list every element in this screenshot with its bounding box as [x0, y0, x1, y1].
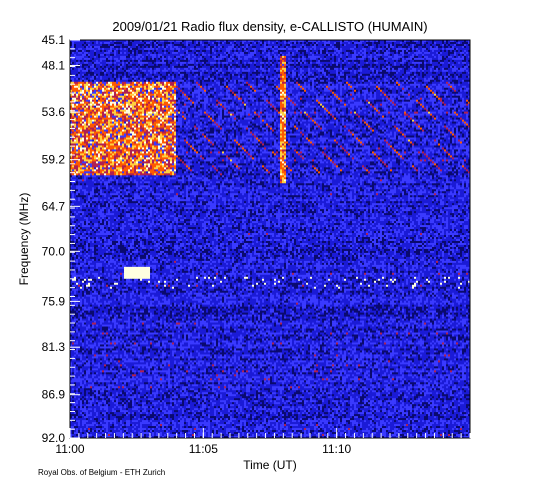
- y-tick-label: 86.9: [42, 388, 66, 402]
- y-axis-label: Frequency (MHz): [17, 193, 31, 286]
- y-tick-label: 81.3: [42, 340, 66, 354]
- spectrogram-heatmap: [70, 40, 470, 438]
- chart-title: 2009/01/21 Radio flux density, e-CALLIST…: [112, 19, 427, 34]
- x-tick-label: 11:10: [322, 442, 351, 456]
- x-tick-label: 11:00: [55, 442, 84, 456]
- y-tick-label: 75.9: [42, 294, 66, 308]
- y-tick-label: 53.6: [42, 105, 66, 119]
- y-tick-label: 48.1: [42, 58, 66, 72]
- y-tick-label: 70.0: [42, 244, 66, 258]
- x-axis-label: Time (UT): [243, 458, 297, 472]
- y-tick-label: 45.1: [42, 33, 66, 47]
- y-tick-label: 64.7: [42, 199, 66, 213]
- plot-area: [70, 40, 470, 438]
- credit-text: Royal Obs. of Belgium - ETH Zurich: [38, 468, 165, 477]
- y-tick-label: 59.2: [42, 153, 66, 167]
- x-tick-label: 11:05: [189, 442, 218, 456]
